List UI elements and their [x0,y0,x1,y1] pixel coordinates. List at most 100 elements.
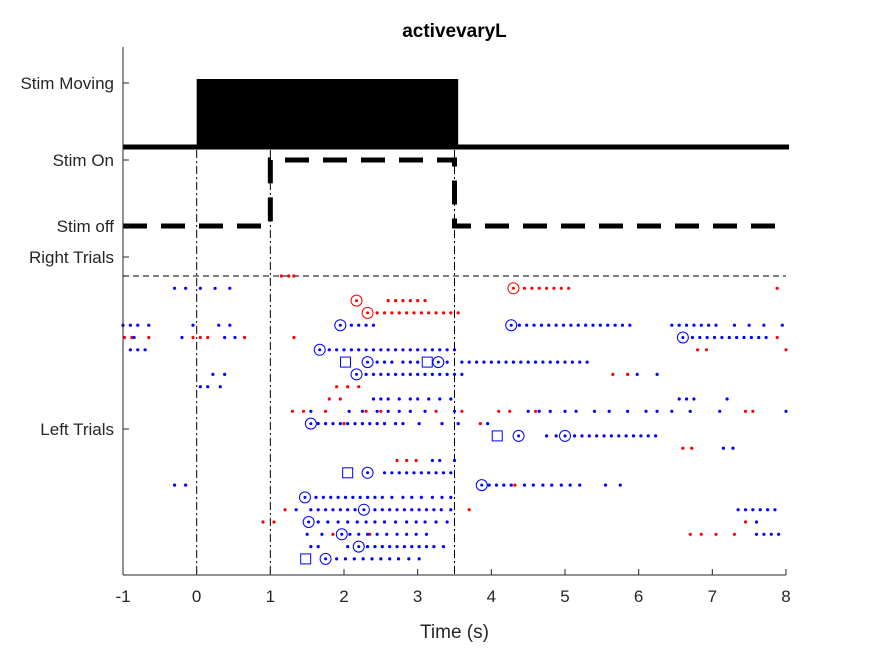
spike-dot [525,323,529,327]
spike-dot [574,409,578,413]
stim-on-off-trace [123,157,786,229]
spike-dot [349,323,353,327]
reward-marker [339,356,351,368]
spike-dot [423,372,427,376]
spike-dot [419,495,423,499]
spike-dot [591,323,595,327]
spike-dot [751,409,755,413]
spike-dot [373,520,377,524]
spike-dot [233,335,237,340]
spike-dot [567,286,571,290]
spike-dot [504,360,508,364]
spike-dot [533,409,538,413]
spike-dot [620,323,625,327]
spike-dot [603,483,608,487]
choice-marker [512,429,525,442]
spike-dot [607,409,611,413]
spike-dot [544,286,549,290]
spike-dot [424,532,429,536]
spike-dot [548,360,552,364]
spike-dot [681,446,685,450]
spike-dot [324,557,328,561]
spike-dot [684,323,689,327]
spike-dot [628,323,632,327]
spike-dot [393,372,398,376]
spike-dot [602,434,606,438]
spike-dot [684,397,689,401]
spike-dot [563,409,567,413]
spike-dot [784,409,788,413]
spike-dot [561,323,566,327]
spike-dot [292,335,296,340]
spike-dot [364,348,368,352]
spike-dot [654,434,658,438]
spike-dot [132,335,136,340]
spike-dot [439,508,443,512]
spike-dot [397,311,401,315]
spike-dot [727,335,731,340]
spike-dot [128,348,132,352]
spike-dot [430,458,434,463]
spike-dot [228,286,232,290]
spike-dot [371,323,376,327]
spike-dot [371,372,376,376]
spike-dot [366,471,370,475]
spike-dot [449,471,453,475]
spike-dot [559,483,563,487]
spike-dot [736,508,740,512]
spike-dot [261,520,265,524]
spike-dot [438,372,442,376]
spike-dot [445,348,449,352]
spike-dot [405,311,409,315]
spike-dot [578,483,582,487]
spike-dot [624,434,628,438]
spike-dot [452,409,457,413]
spike-dot [395,458,399,463]
spike-dot [130,335,134,340]
spike-dot [655,372,659,376]
spike-dot [416,348,420,352]
spike-dot [419,471,423,475]
x-axis-label: Time (s) [420,622,489,643]
spike-dot [373,508,377,512]
spike-dot [509,483,513,487]
x-tick-label: 7 [708,587,717,606]
spike-dot [417,545,421,549]
spike-dot [206,385,210,389]
spike-dot [386,299,390,303]
spike-dot [331,422,335,426]
spike-dot [705,335,709,340]
spike-dot [379,348,383,352]
spike-dot [184,483,188,487]
spike-dot [580,434,584,438]
spike-dot [754,520,759,524]
spike-dot [386,348,390,352]
spike-dot [405,471,409,475]
spike-dot [323,409,328,413]
spike-dot [554,434,558,438]
spike-dot [357,348,361,352]
spike-dot [342,422,346,426]
spike-dot [698,335,702,340]
spike-dot [360,422,365,426]
spike-dot [407,557,411,561]
spike-dot [690,446,694,450]
spike-dot [732,323,737,327]
spike-dot [692,323,696,327]
spike-dot [316,545,320,549]
spike-dot [366,311,370,315]
spike-dot [395,532,399,536]
spike-dot [320,532,324,536]
spike-dot [390,471,394,475]
spike-dot [718,409,722,413]
spike-dot [309,422,313,426]
spike-dot [639,434,643,438]
spike-dot [419,311,423,315]
spike-dot [556,360,560,364]
spike-dot [416,397,420,401]
spike-dot [417,508,421,512]
spike-dot [449,311,453,315]
spike-dot [452,458,457,463]
spike-dot [136,348,140,352]
spike-dot [732,532,737,536]
